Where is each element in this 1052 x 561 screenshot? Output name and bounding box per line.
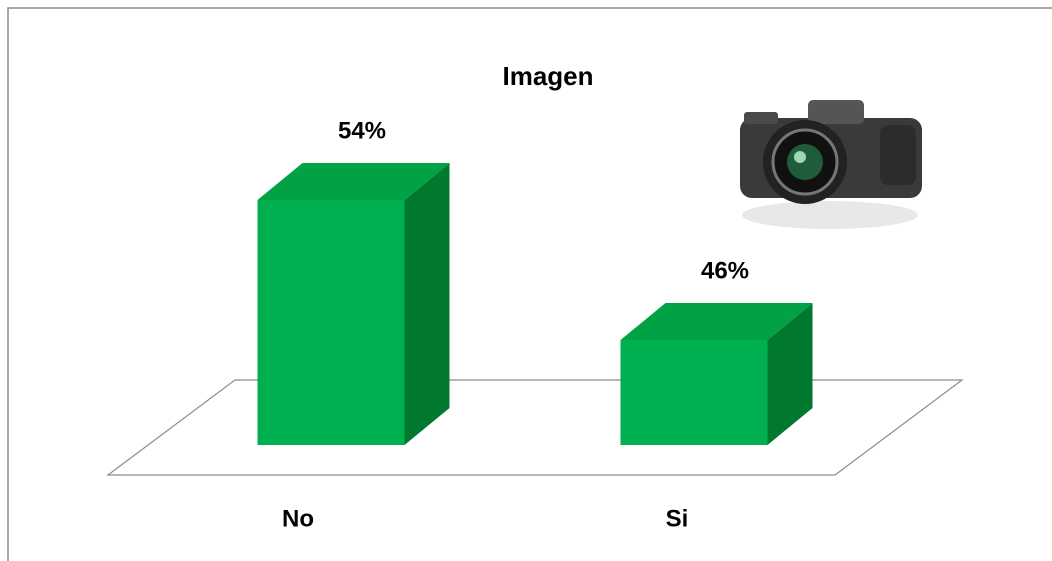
bar-top bbox=[257, 163, 450, 200]
bar bbox=[620, 340, 768, 445]
camera-image bbox=[740, 100, 922, 229]
bar bbox=[257, 200, 405, 445]
x-tick-label: No bbox=[282, 505, 314, 532]
frame bbox=[7, 7, 1052, 561]
bar-top bbox=[620, 303, 813, 340]
bar-side bbox=[404, 163, 450, 445]
chart-title: Imagen bbox=[502, 61, 593, 91]
floor bbox=[106, 379, 964, 476]
data-label: 46% bbox=[701, 257, 749, 284]
bar-side bbox=[767, 303, 813, 445]
x-tick-label: Si bbox=[666, 505, 689, 532]
data-label: 54% bbox=[338, 117, 386, 144]
